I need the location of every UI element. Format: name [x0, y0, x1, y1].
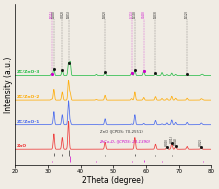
Text: ZnO: ZnO	[17, 144, 27, 148]
Text: (511): (511)	[130, 10, 134, 18]
Text: ZC/ZnO-3: ZC/ZnO-3	[17, 70, 40, 74]
Text: (202): (202)	[199, 138, 203, 146]
Text: (112): (112)	[185, 10, 189, 18]
Text: (004): (004)	[174, 137, 178, 145]
Text: ZnO (JCPDS: 70-2551): ZnO (JCPDS: 70-2551)	[100, 130, 142, 134]
Text: ZC/ZnO-1: ZC/ZnO-1	[17, 120, 40, 124]
Text: (101): (101)	[67, 10, 71, 18]
Text: (100): (100)	[52, 9, 56, 18]
Text: (102): (102)	[103, 10, 107, 18]
Text: (200): (200)	[165, 138, 169, 146]
Text: (002): (002)	[60, 9, 64, 18]
Text: (311): (311)	[49, 10, 53, 18]
Text: ZC/ZnO-2: ZC/ZnO-2	[17, 95, 40, 99]
Text: (201): (201)	[170, 135, 174, 143]
X-axis label: 2Theta (degree): 2Theta (degree)	[82, 176, 144, 185]
Text: ZnCo₂O₄ (JCPDS: 23-1390): ZnCo₂O₄ (JCPDS: 23-1390)	[100, 140, 151, 144]
Text: (103): (103)	[154, 10, 157, 18]
Y-axis label: Intensity (a.u.): Intensity (a.u.)	[4, 56, 13, 113]
Text: (110): (110)	[133, 10, 137, 18]
Text: (440): (440)	[142, 10, 146, 18]
